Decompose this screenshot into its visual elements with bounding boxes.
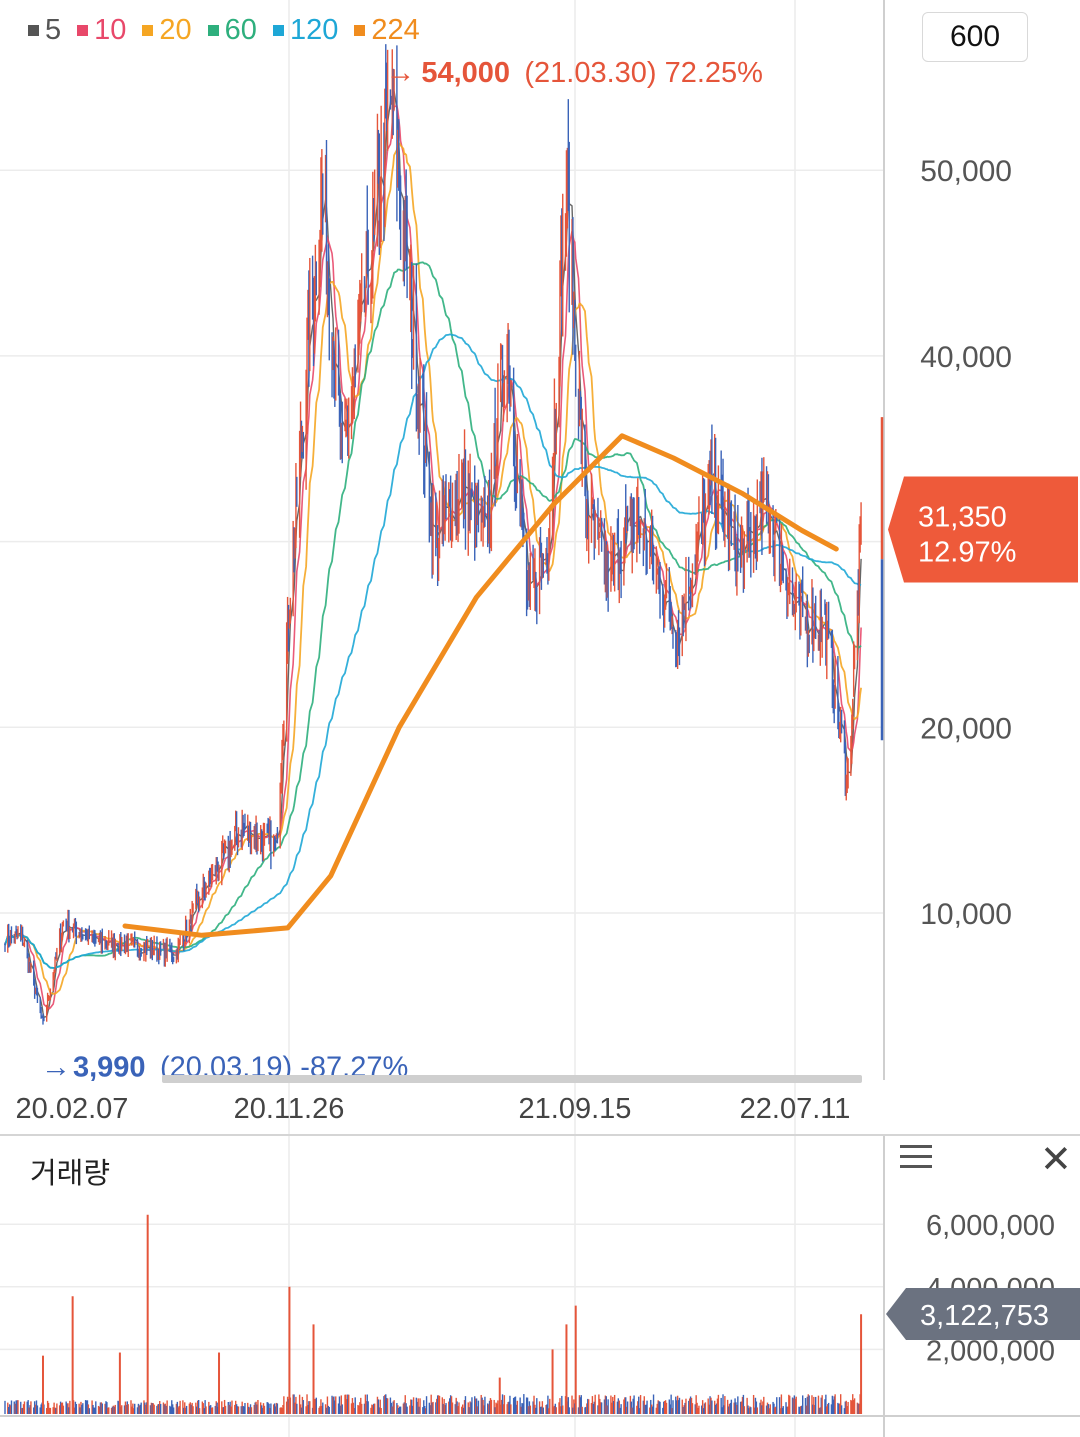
volume-badge-bg: [886, 1288, 1080, 1340]
volume-tick-label: 6,000,000: [926, 1210, 1055, 1242]
legend-swatch: [28, 25, 39, 36]
price-grid: [0, 0, 884, 1437]
close-icon[interactable]: ✕: [1040, 1139, 1072, 1181]
legend-label: 60: [224, 14, 257, 46]
current-volume-label: 3,122,753: [920, 1300, 1049, 1332]
min-price-label: 3,990: [73, 1052, 146, 1084]
max-price-label: 54,000: [421, 57, 510, 89]
scroll-bar: [162, 1075, 862, 1083]
legend-item-ma20[interactable]: 20: [142, 14, 192, 47]
current-volume-badge: 3,122,753: [886, 1288, 1080, 1340]
legend-item-ma60[interactable]: 60: [207, 14, 257, 47]
current-price-label: 31,350: [918, 502, 1007, 534]
volume-tick-label: 2,000,000: [926, 1335, 1055, 1367]
legend-item-ma10[interactable]: 10: [77, 14, 126, 47]
legend-swatch: [272, 25, 284, 36]
volume-bars: [4, 1214, 863, 1414]
ma224-line: [122, 433, 839, 938]
x-tick-label: 22.07.11: [740, 1093, 851, 1125]
x-tick-label: 21.09.15: [519, 1093, 632, 1125]
candlesticks: [4, 44, 862, 1025]
legend-swatch: [142, 25, 154, 36]
volume-grid: [0, 1136, 1080, 1437]
price-annotations: → 54,000 (21.03.30) 72.25%→ 3,990 (20.03.19)…: [41, 56, 763, 1084]
legend-label: 10: [94, 14, 127, 46]
period-button[interactable]: 600: [922, 12, 1028, 62]
ma224-line: [122, 433, 839, 938]
legend-label: 224: [371, 14, 420, 46]
menu-icon[interactable]: [900, 1145, 932, 1173]
legend-swatch: [354, 25, 366, 36]
legend-label: 20: [159, 14, 192, 46]
max-price-detail: (21.03.30) 72.25%: [524, 57, 763, 89]
moving-average-legend: 5 10 20 60 120 224: [28, 14, 420, 47]
price-axis: 10,000 20,000 40,000 50,000: [883, 0, 1012, 1080]
legend-item-ma224[interactable]: 224: [354, 14, 420, 47]
x-tick-label: 20.02.07: [16, 1093, 129, 1125]
max-arrow-icon: →: [385, 56, 415, 89]
volume-panel-title: 거래량: [30, 1158, 111, 1190]
price-badge-bg: [888, 476, 1078, 583]
current-price-change: 12.97%: [918, 537, 1016, 569]
date-axis: 20.02.07 20.11.26 21.09.15 22.07.11: [0, 1075, 1080, 1136]
legend-label: 120: [289, 14, 339, 46]
ma60-line: [4, 261, 862, 969]
y-tick-label: 50,000: [920, 155, 1012, 188]
legend-swatch: [207, 25, 219, 36]
ma120-line: [4, 333, 862, 969]
legend-swatch: [77, 25, 89, 36]
legend-item-ma120[interactable]: 120: [272, 14, 339, 47]
y-tick-label: 10,000: [920, 898, 1012, 931]
legend-item-ma5[interactable]: 5: [28, 14, 61, 47]
legend-label: 5: [45, 14, 62, 46]
y-tick-label: 20,000: [920, 712, 1012, 745]
x-tick-label: 20.11.26: [234, 1093, 345, 1125]
y-tick-label: 40,000: [920, 341, 1012, 374]
min-arrow-icon: →: [41, 1051, 71, 1084]
